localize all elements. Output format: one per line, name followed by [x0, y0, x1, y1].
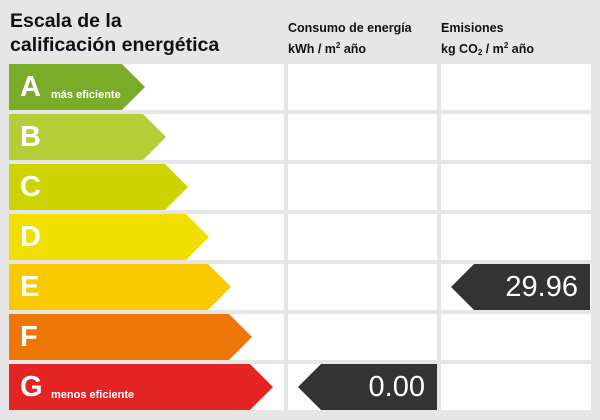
- class-cell-d: D: [9, 214, 284, 260]
- class-letter: A: [20, 71, 41, 103]
- emisiones-cell: [441, 114, 591, 160]
- consumo-header-unit: kWh / m2 año: [288, 37, 412, 58]
- consumo-unit-sup: 2: [335, 41, 341, 50]
- consumo-cell: [288, 114, 437, 160]
- emisiones-cell: [441, 314, 591, 360]
- class-letter: B: [20, 121, 41, 153]
- rating-row-f: F: [0, 314, 600, 360]
- class-arrow-e: E: [9, 264, 231, 310]
- consumo-cell: [288, 214, 437, 260]
- class-letter: D: [20, 221, 41, 253]
- emisiones-unit-sub: 2: [477, 48, 483, 57]
- emisiones-cell: [441, 364, 591, 410]
- consumo-unit-text: kWh / m: [288, 42, 336, 56]
- consumo-cell: 0.00: [288, 364, 437, 410]
- class-cell-b: B: [9, 114, 284, 160]
- emisiones-unit-text-2: / m: [482, 42, 504, 56]
- class-letter: G: [20, 371, 43, 403]
- class-cell-f: F: [9, 314, 284, 360]
- class-letter: E: [20, 271, 40, 303]
- emisiones-header: Emisiones kg CO2 / m2 año: [441, 19, 534, 62]
- consumo-cell: [288, 314, 437, 360]
- class-arrow-b: B: [9, 114, 166, 160]
- class-arrow-c: C: [9, 164, 188, 210]
- consumo-value-pointer: 0.00: [298, 364, 437, 410]
- rating-row-c: C: [0, 164, 600, 210]
- class-cell-c: C: [9, 164, 284, 210]
- title-line-1: Escala de la: [10, 10, 122, 32]
- emisiones-value-pointer: 29.96: [451, 264, 590, 310]
- class-letter: F: [20, 321, 38, 353]
- class-cell-e: E: [9, 264, 284, 310]
- emisiones-cell: [441, 64, 591, 110]
- consumo-cell: [288, 164, 437, 210]
- scale-title: Escala de la calificación energética: [10, 9, 219, 57]
- emisiones-cell: [441, 164, 591, 210]
- emisiones-cell: [441, 214, 591, 260]
- rating-row-b: B: [0, 114, 600, 160]
- emisiones-header-unit: kg CO2 / m2 año: [441, 37, 534, 62]
- consumo-cell: [288, 64, 437, 110]
- title-line-2: calificación energética: [10, 34, 220, 56]
- class-arrow-d: D: [9, 214, 209, 260]
- emisiones-unit-text: kg CO: [441, 42, 478, 56]
- class-note: menos eficiente: [51, 389, 135, 401]
- emisiones-cell: 29.96: [441, 264, 591, 310]
- emisiones-value-text: 29.96: [505, 271, 578, 303]
- rating-row-e: E 29.96: [0, 264, 600, 310]
- class-arrow-f: F: [9, 314, 252, 360]
- consumo-unit-text-2: año: [340, 42, 367, 56]
- class-letter: C: [20, 171, 41, 203]
- emisiones-header-title: Emisiones: [441, 21, 504, 35]
- consumo-header-title: Consumo de energía: [288, 21, 412, 35]
- emisiones-unit-text-3: año: [508, 42, 534, 56]
- consumo-cell: [288, 264, 437, 310]
- consumo-value-text: 0.00: [368, 371, 425, 403]
- rating-row-d: D: [0, 214, 600, 260]
- consumo-header: Consumo de energía kWh / m2 año: [288, 19, 412, 58]
- emisiones-unit-sup: 2: [503, 41, 509, 50]
- class-note: más eficiente: [51, 89, 121, 101]
